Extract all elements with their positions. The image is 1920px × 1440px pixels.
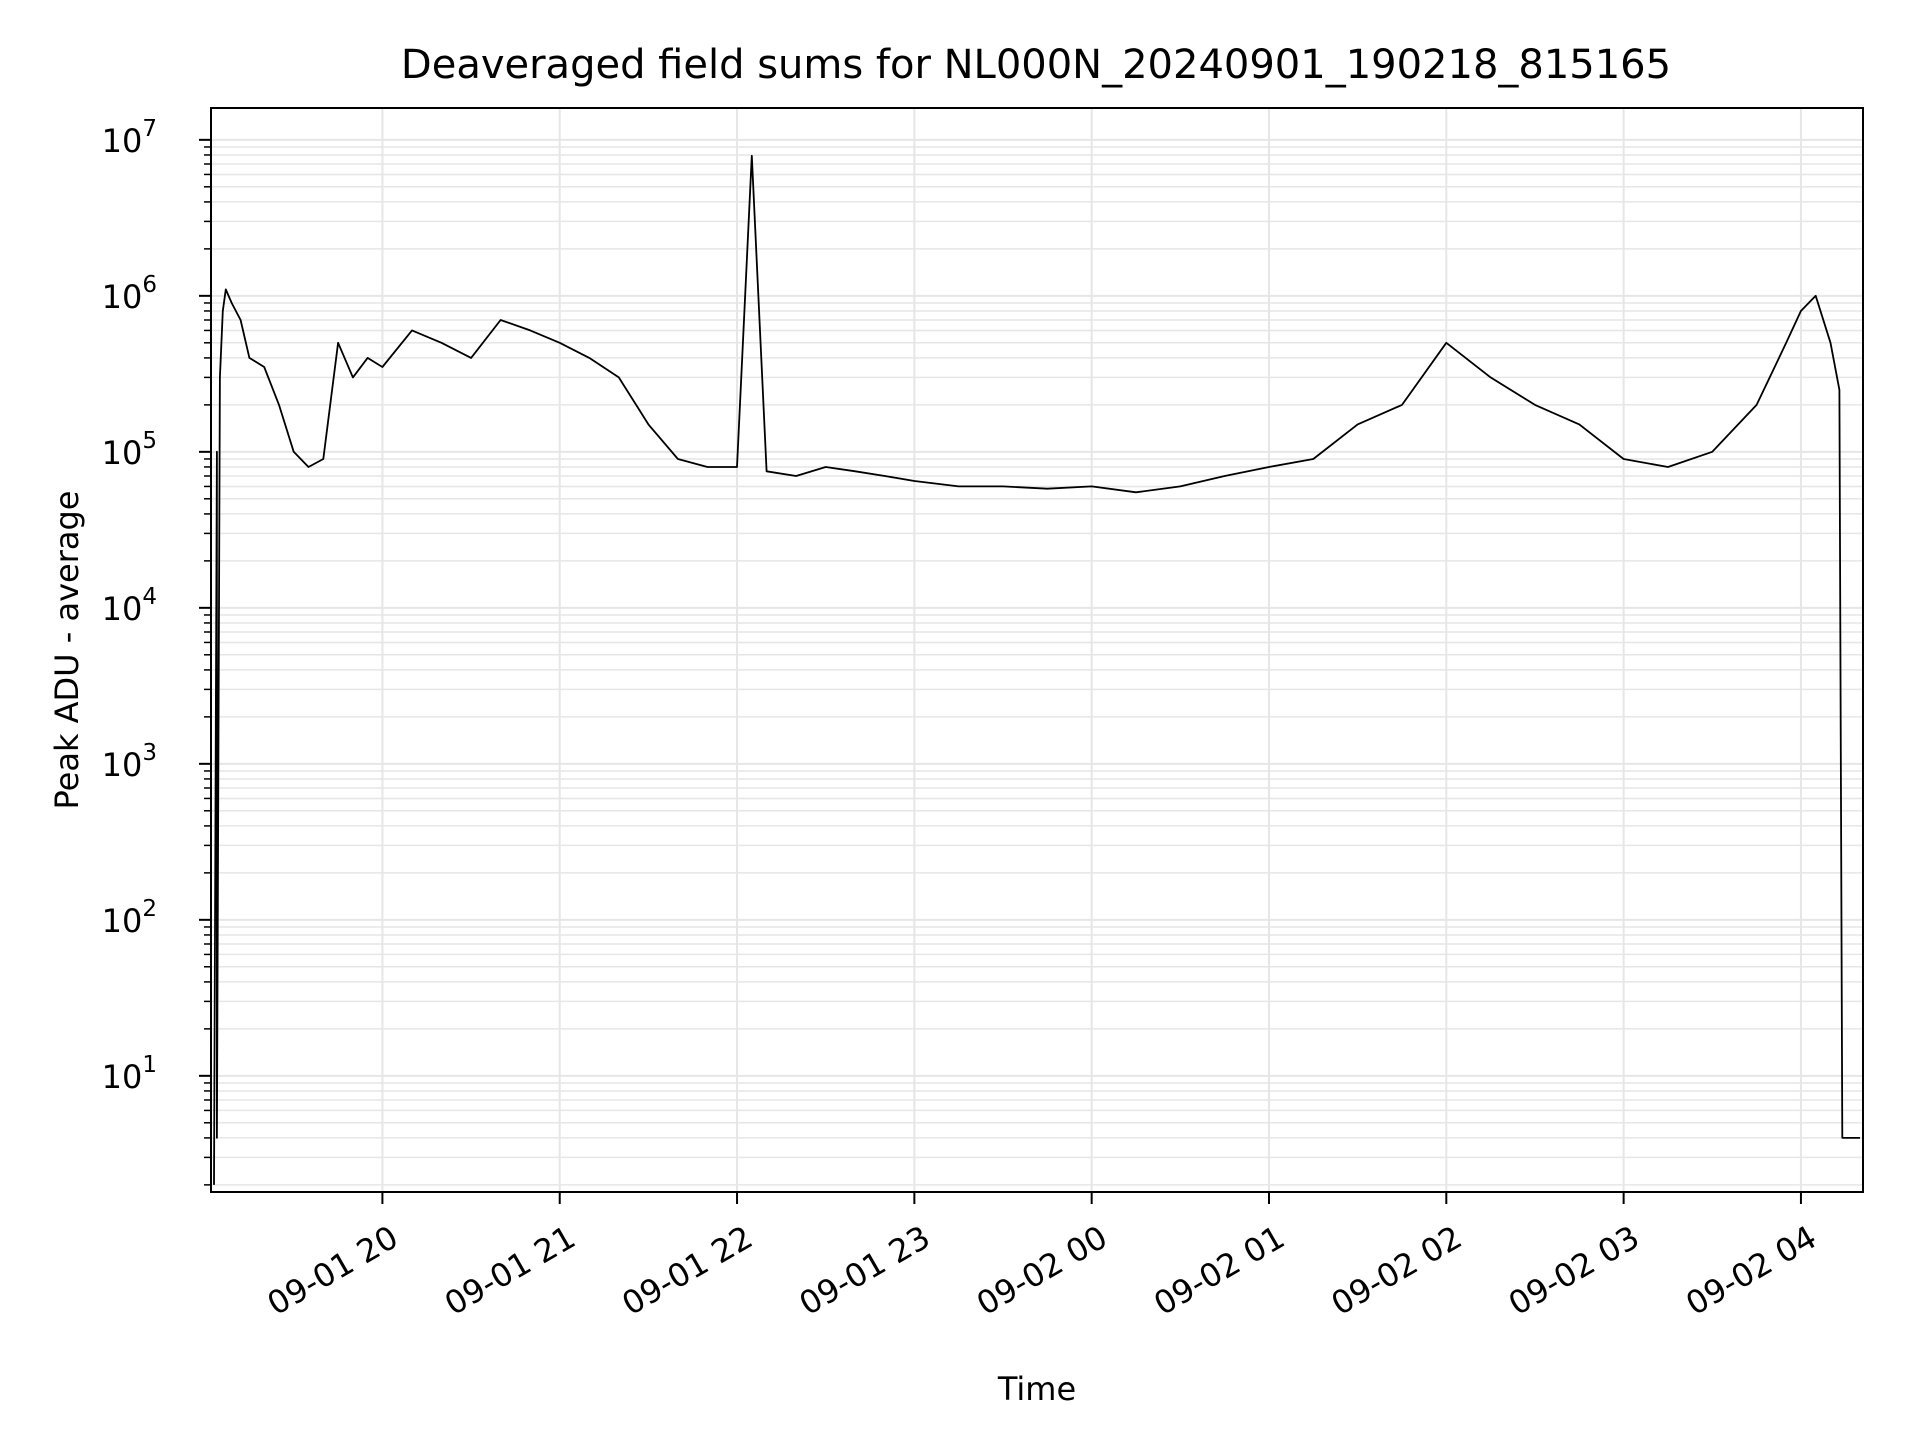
y-tick-label: 105	[102, 428, 157, 472]
y-axis: 101 102 103 104 105 106 107	[102, 116, 211, 1186]
y-axis-label: Peak ADU - average	[48, 491, 86, 810]
y-tick-label: 107	[102, 116, 157, 160]
plot-frame	[210, 107, 1864, 1193]
y-tick-label: 101	[102, 1052, 157, 1096]
y-tick-label: 106	[102, 272, 157, 316]
y-tick-label: 103	[102, 740, 157, 784]
gridlines	[211, 108, 1863, 1192]
x-axis-label: Time	[997, 1370, 1076, 1408]
y-tick-label: 104	[102, 584, 157, 628]
series-line	[213, 154, 1860, 1185]
y-tick-label: 102	[102, 896, 157, 940]
chart-title: Deaveraged field sums for NL000N_2024090…	[401, 42, 1671, 88]
plot-area	[213, 154, 1860, 1185]
